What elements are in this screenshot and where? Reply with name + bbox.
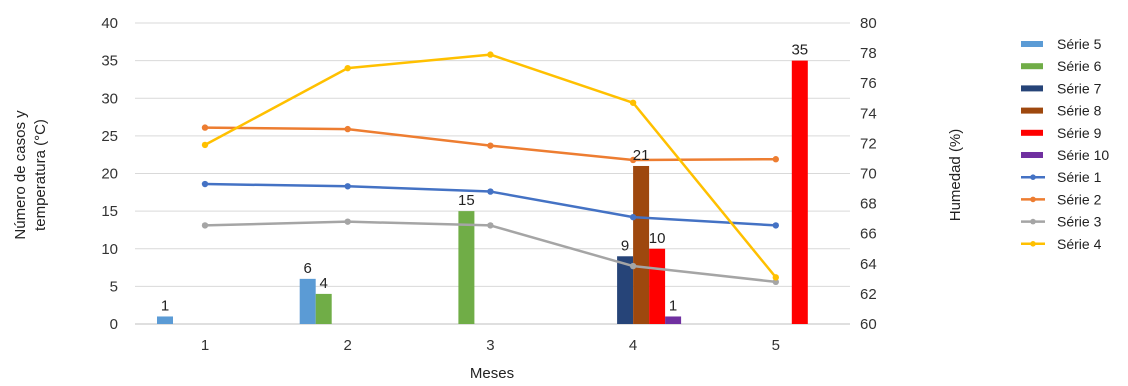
line-point [629, 156, 637, 164]
right-tick-label: 66 [860, 226, 877, 243]
legend-label: Série 5 [1057, 36, 1102, 52]
right-tick-label: 62 [860, 286, 877, 303]
bar-data-label: 21 [633, 147, 650, 164]
legend: Série 5 Série 6 Série 7 Série 8 Série 9 Série… [1021, 36, 1109, 252]
bar-data-label: 10 [649, 230, 666, 247]
legend-swatch [1021, 152, 1043, 158]
bar-series [157, 60, 808, 324]
left-tick-label: 35 [101, 53, 118, 70]
bar [299, 278, 316, 324]
x-axis-ticks: 1 2 3 4 5 [201, 337, 780, 354]
bar-data-label: 1 [161, 297, 169, 314]
bar-data-label: 9 [621, 237, 629, 254]
right-tick-label: 74 [860, 105, 877, 122]
legend-label: Série 2 [1057, 191, 1102, 207]
x-tick-label: 1 [201, 337, 209, 354]
left-tick-label: 20 [101, 166, 118, 183]
legend-label: Série 3 [1057, 214, 1102, 230]
bar-data-label: 35 [791, 42, 808, 59]
series-line [204, 220, 776, 284]
line-point [629, 99, 637, 106]
legend-label: Série 6 [1057, 58, 1102, 74]
line-point [344, 64, 351, 72]
line-point [772, 278, 779, 286]
line-series [201, 51, 779, 286]
legend-swatch [1021, 63, 1043, 70]
left-tick-label: 15 [101, 203, 118, 220]
legend-label: Série 7 [1057, 80, 1102, 96]
y2-axis-title: Humedad (%) [947, 129, 964, 222]
right-tick-label: 60 [860, 316, 877, 333]
bar [633, 165, 650, 324]
right-axis-ticks: 60 62 64 66 68 70 72 74 76 78 80 [860, 15, 877, 333]
y-axis-title-line-2: temperatura (°C) [32, 119, 49, 231]
legend-swatch [1021, 41, 1043, 47]
line-point [201, 180, 209, 188]
x-tick-label: 3 [486, 337, 494, 354]
line-point [487, 51, 494, 58]
bar-data-label: 6 [304, 260, 312, 277]
right-tick-label: 80 [860, 15, 877, 32]
left-tick-label: 5 [110, 278, 118, 295]
y-axis-title-line-1: Número de casos y [12, 110, 29, 240]
line-point [344, 183, 351, 190]
line-point [344, 125, 351, 133]
line-point [201, 222, 209, 229]
legend-swatch [1021, 107, 1043, 114]
bar [649, 248, 666, 324]
left-axis-ticks: 0 5 10 15 20 25 30 35 40 [101, 15, 118, 333]
line-point [629, 262, 637, 270]
bar-data-label: 1 [669, 297, 677, 314]
line-point [487, 222, 494, 229]
left-tick-label: 30 [101, 90, 118, 107]
legend-marker [1030, 174, 1036, 180]
legend-label: Série 1 [1057, 169, 1102, 185]
legend-label: Série 4 [1057, 236, 1102, 252]
line-point [772, 222, 779, 229]
bar [458, 211, 475, 324]
line-point [201, 141, 209, 149]
right-tick-label: 76 [860, 75, 877, 92]
x-tick-label: 5 [772, 337, 780, 354]
left-tick-label: 40 [101, 15, 118, 32]
right-tick-label: 68 [860, 196, 877, 213]
line-point [344, 218, 351, 225]
line-point [629, 213, 637, 221]
legend-marker [1030, 241, 1036, 247]
legend-marker [1030, 196, 1036, 203]
legend-marker [1030, 218, 1036, 225]
left-tick-label: 25 [101, 128, 118, 145]
x-tick-label: 2 [344, 337, 352, 354]
bar [157, 316, 173, 324]
right-tick-label: 78 [860, 45, 877, 62]
line-point [201, 124, 209, 131]
right-tick-label: 64 [860, 256, 877, 273]
right-tick-label: 70 [860, 166, 877, 183]
data-labels: 1 64 15 9 21 10 35 1 [161, 42, 808, 315]
left-tick-label: 10 [101, 241, 118, 258]
bar-data-label: 15 [458, 192, 475, 209]
line-point [772, 156, 779, 163]
line-point [487, 142, 494, 149]
bar [665, 316, 682, 324]
legend-label: Série 10 [1057, 147, 1109, 163]
legend-label: Série 9 [1057, 125, 1102, 141]
bar [315, 293, 332, 324]
series-line [204, 53, 777, 279]
bar-data-label: 4 [320, 275, 328, 292]
bar [791, 60, 808, 324]
x-axis-title: Meses [470, 365, 514, 382]
legend-swatch [1021, 85, 1043, 92]
line-point [487, 188, 494, 195]
bar [617, 256, 634, 324]
x-tick-label: 4 [629, 337, 637, 354]
right-tick-label: 72 [860, 135, 877, 152]
left-tick-label: 0 [110, 316, 118, 333]
gridlines [135, 22, 850, 325]
line-point [772, 274, 779, 281]
legend-label: Série 8 [1057, 103, 1102, 119]
legend-swatch [1021, 129, 1043, 136]
